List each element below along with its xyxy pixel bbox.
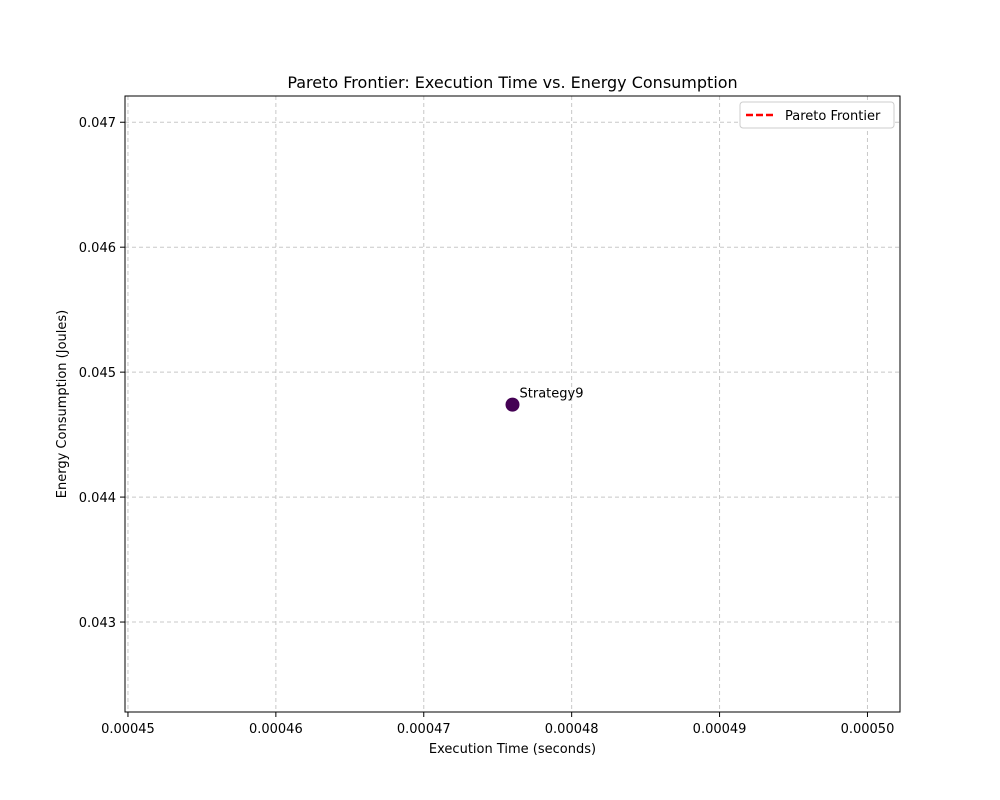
point-annotation: Strategy9 xyxy=(520,387,584,402)
axes: 0.00045 0.00046 0.00047 0.00048 0.00049 0.000… xyxy=(79,95,901,737)
y-tick-label: 0.043 xyxy=(79,616,116,631)
y-axis-label: Energy Consumption (Joules) xyxy=(55,310,70,498)
x-axis-label: Execution Time (seconds) xyxy=(429,742,596,757)
x-tick-label: 0.00046 xyxy=(249,722,303,737)
legend-box xyxy=(739,101,895,129)
x-tick-label: 0.00045 xyxy=(101,722,155,737)
y-tick-label: 0.046 xyxy=(79,241,116,256)
data-point xyxy=(505,397,520,412)
plot-frame xyxy=(124,95,901,713)
legend: Pareto Frontier xyxy=(739,101,895,129)
legend-label-pareto-frontier: Pareto Frontier xyxy=(785,109,881,124)
data-points: Strategy9 xyxy=(505,387,584,412)
y-tick-label: 0.047 xyxy=(79,116,116,131)
x-tick-label: 0.00048 xyxy=(545,722,599,737)
grid xyxy=(125,96,900,712)
x-tick-label: 0.00047 xyxy=(397,722,451,737)
x-tick-label: 0.00050 xyxy=(841,722,895,737)
y-tick-label: 0.045 xyxy=(79,366,116,381)
x-tick-label: 0.00049 xyxy=(693,722,747,737)
y-tick-label: 0.044 xyxy=(79,491,116,506)
chart-title: Pareto Frontier: Execution Time vs. Ener… xyxy=(287,73,737,92)
